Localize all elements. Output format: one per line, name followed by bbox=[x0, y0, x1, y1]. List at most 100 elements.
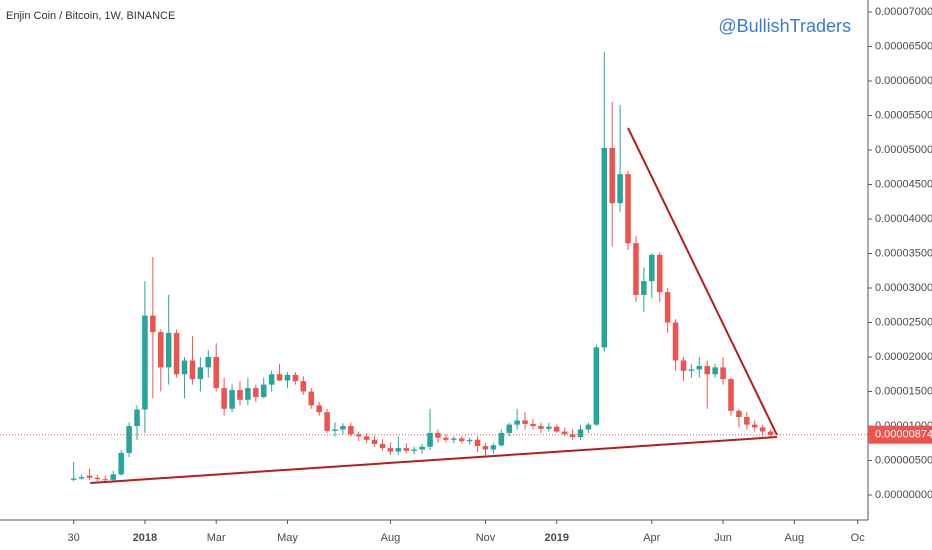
candle-body bbox=[157, 332, 164, 368]
candle-body bbox=[102, 479, 109, 481]
candle-body bbox=[324, 412, 330, 431]
candle-body bbox=[427, 432, 433, 447]
x-tick-label: Aug bbox=[381, 532, 401, 544]
candle-body bbox=[126, 426, 132, 453]
candle-body bbox=[530, 423, 536, 427]
candle-body bbox=[300, 381, 307, 392]
candle-body bbox=[419, 446, 425, 450]
y-tick-label: 0.00007000 bbox=[875, 6, 932, 18]
candle-body bbox=[237, 390, 243, 400]
candle-body bbox=[514, 420, 520, 425]
candle-body bbox=[134, 409, 140, 427]
y-tick-label: 0.00000500 bbox=[875, 454, 932, 466]
chart-title: Enjin Coin / Bitcoin, 1W, BINANCE bbox=[6, 10, 175, 22]
candle-body bbox=[482, 446, 489, 450]
x-tick-label: May bbox=[277, 532, 298, 544]
candle-body bbox=[633, 243, 639, 295]
candle-body bbox=[641, 281, 647, 295]
candle-body bbox=[585, 424, 592, 430]
y-tick-label: 0.00005000 bbox=[875, 144, 932, 156]
candle-body bbox=[189, 360, 196, 380]
candle-body bbox=[363, 436, 370, 440]
candle-body bbox=[355, 434, 362, 437]
candle-body bbox=[720, 367, 726, 380]
candle-body bbox=[205, 357, 212, 368]
candle-body bbox=[379, 443, 386, 449]
y-tick-label: 0.00006500 bbox=[875, 40, 932, 52]
y-tick-label: 0.00003000 bbox=[875, 282, 932, 294]
candle-body bbox=[522, 420, 528, 424]
candle-body bbox=[221, 388, 227, 409]
candle-body bbox=[593, 347, 600, 425]
y-tick-label: 0.00003500 bbox=[875, 247, 932, 259]
y-tick-label: 0.00005500 bbox=[875, 109, 932, 121]
y-tick-label: 0.00002000 bbox=[875, 351, 932, 363]
candle-body bbox=[253, 388, 259, 398]
candle-body bbox=[78, 477, 85, 479]
x-tick-label: 30 bbox=[68, 532, 80, 544]
candle-body bbox=[348, 426, 354, 435]
trendline bbox=[627, 127, 778, 436]
candle-body bbox=[577, 429, 584, 438]
y-tick-label: 0.00002500 bbox=[875, 316, 932, 328]
candle-body bbox=[245, 388, 251, 400]
y-tick-label: 0.00004000 bbox=[875, 213, 932, 225]
candle-body bbox=[546, 426, 552, 429]
candle-body bbox=[308, 391, 315, 406]
candle-body bbox=[704, 365, 711, 375]
candle-body bbox=[181, 360, 188, 375]
candle-body bbox=[601, 147, 608, 348]
candle-body bbox=[736, 410, 742, 418]
candle-body bbox=[371, 439, 378, 444]
candle-body bbox=[672, 322, 679, 361]
y-tick-label: 0.00001500 bbox=[875, 385, 932, 397]
trendline bbox=[90, 436, 777, 485]
candle-body bbox=[118, 452, 124, 475]
candle-body bbox=[213, 357, 219, 389]
plot-area bbox=[0, 52, 868, 485]
candle-body bbox=[229, 390, 235, 409]
candle-body bbox=[538, 426, 544, 429]
x-tick-label: Oc bbox=[851, 532, 866, 544]
candle-body bbox=[284, 374, 291, 381]
candle-body bbox=[395, 448, 402, 452]
candle-body bbox=[268, 374, 275, 385]
x-tick-label: Aug bbox=[785, 532, 805, 544]
candle-body bbox=[609, 147, 615, 204]
candle-body bbox=[759, 427, 766, 432]
candle-body bbox=[292, 374, 299, 382]
candle-body bbox=[728, 379, 734, 411]
candle-body bbox=[458, 438, 465, 442]
last-price-label: 0.00000874 bbox=[875, 429, 932, 441]
candle-body bbox=[696, 365, 703, 370]
y-tick-label: 0.00006000 bbox=[875, 75, 932, 87]
candle-body bbox=[197, 367, 204, 380]
candle-body bbox=[403, 448, 410, 451]
candle-body bbox=[173, 332, 180, 375]
x-tick-label: Nov bbox=[476, 532, 496, 544]
candle-body bbox=[340, 426, 346, 430]
candle-body bbox=[490, 445, 497, 450]
candle-body bbox=[569, 434, 576, 438]
candle-body bbox=[688, 369, 695, 371]
candle-body bbox=[680, 360, 687, 371]
x-tick-label: 2018 bbox=[133, 532, 157, 544]
x-tick-label: Apr bbox=[643, 532, 660, 544]
candle-body bbox=[617, 174, 623, 204]
candle-body bbox=[276, 374, 283, 381]
candle-body bbox=[451, 438, 457, 440]
candle-body bbox=[506, 424, 513, 433]
candle-body bbox=[443, 437, 449, 440]
candle-body bbox=[625, 174, 631, 244]
candle-body bbox=[316, 405, 322, 413]
candle-body bbox=[561, 431, 568, 435]
candle-body bbox=[649, 254, 655, 282]
candle-body bbox=[86, 475, 93, 478]
candle-body bbox=[70, 478, 77, 480]
candle-body bbox=[498, 432, 505, 446]
candle-body bbox=[150, 315, 156, 333]
candle-body bbox=[260, 384, 267, 398]
candle-body bbox=[712, 367, 718, 375]
